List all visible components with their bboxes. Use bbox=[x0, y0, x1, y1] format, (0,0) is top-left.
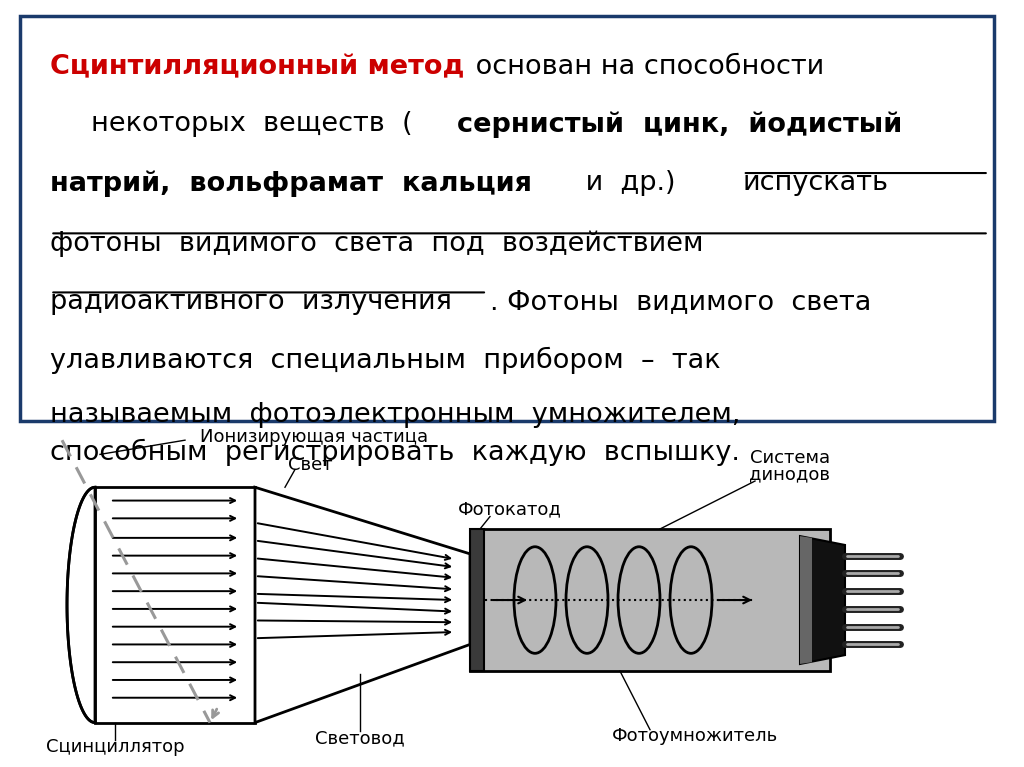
Polygon shape bbox=[470, 529, 830, 671]
Text: некоторых  веществ  (: некоторых веществ ( bbox=[90, 111, 412, 137]
Text: и  др.): и др.) bbox=[578, 170, 684, 196]
Text: Свет: Свет bbox=[288, 456, 333, 474]
Polygon shape bbox=[800, 536, 812, 664]
Text: Ионизирующая частица: Ионизирующая частица bbox=[200, 428, 428, 446]
Text: Фотоумножитель: Фотоумножитель bbox=[612, 727, 778, 745]
Text: Сцинтилляционный метод: Сцинтилляционный метод bbox=[50, 54, 465, 80]
Text: натрий,  вольфрамат  кальция: натрий, вольфрамат кальция bbox=[50, 170, 532, 196]
FancyBboxPatch shape bbox=[20, 16, 993, 421]
Text: способным  регистрировать  каждую  вспышку.: способным регистрировать каждую вспышку. bbox=[50, 439, 740, 466]
Text: улавливаются  специальным  прибором  –  так: улавливаются специальным прибором – так bbox=[50, 347, 721, 374]
Text: фотоны  видимого  света  под  воздействием: фотоны видимого света под воздействием bbox=[50, 230, 703, 257]
Polygon shape bbox=[255, 487, 470, 723]
Polygon shape bbox=[67, 487, 95, 723]
Text: Световод: Световод bbox=[315, 729, 404, 748]
Text: радиоактивного  излучения: радиоактивного излучения bbox=[50, 289, 453, 315]
Text: основан на способности: основан на способности bbox=[467, 54, 824, 80]
Text: испускать: испускать bbox=[742, 170, 889, 196]
Text: Фотокатод: Фотокатод bbox=[458, 500, 562, 518]
Text: сернистый  цинк,  йодистый: сернистый цинк, йодистый bbox=[457, 111, 902, 137]
Polygon shape bbox=[470, 529, 484, 671]
Text: Сцинциллятор: Сцинциллятор bbox=[46, 739, 184, 756]
Text: называемым  фотоэлектронным  умножителем,: называемым фотоэлектронным умножителем, bbox=[50, 402, 740, 428]
Polygon shape bbox=[95, 487, 255, 723]
Text: Система: Система bbox=[750, 449, 830, 467]
Text: динодов: динодов bbox=[750, 465, 830, 483]
Polygon shape bbox=[800, 536, 845, 664]
Text: . Фотоны  видимого  света: . Фотоны видимого света bbox=[489, 289, 871, 315]
